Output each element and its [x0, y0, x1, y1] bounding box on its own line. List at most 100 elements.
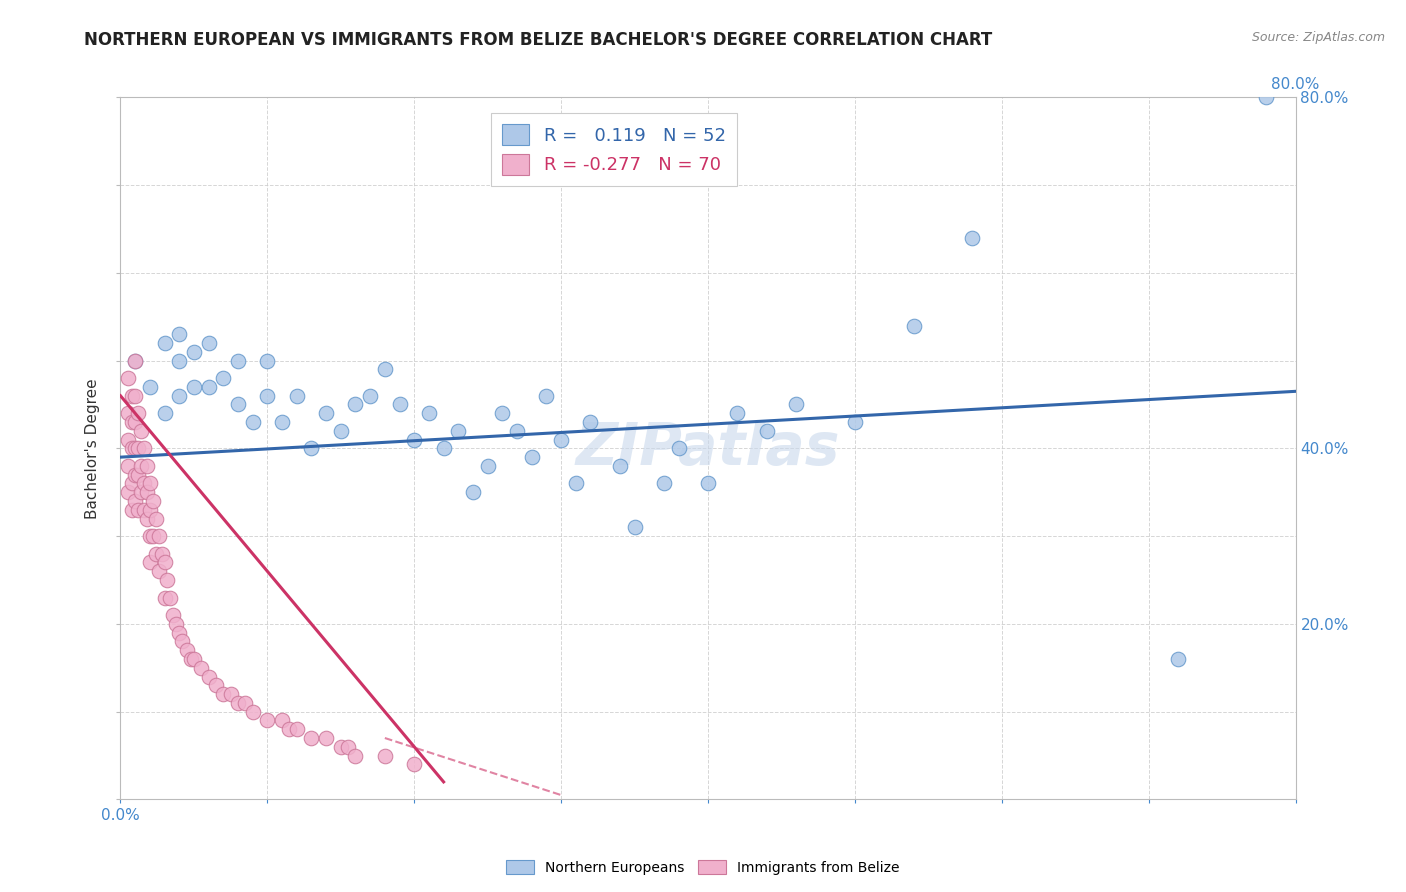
Text: Source: ZipAtlas.com: Source: ZipAtlas.com — [1251, 31, 1385, 45]
Point — [153, 336, 176, 351]
Point — [148, 529, 170, 543]
Point — [623, 520, 645, 534]
Point — [124, 467, 146, 482]
Point — [183, 380, 205, 394]
Point — [124, 389, 146, 403]
Point — [226, 397, 249, 411]
Point — [404, 757, 426, 772]
Point — [180, 652, 202, 666]
Point — [1256, 90, 1278, 104]
Point — [506, 424, 529, 438]
Point — [132, 442, 155, 456]
Point — [139, 529, 162, 543]
Point — [145, 511, 167, 525]
Point — [285, 723, 308, 737]
Point — [609, 458, 631, 473]
Point — [329, 424, 352, 438]
Point — [132, 503, 155, 517]
Point — [148, 564, 170, 578]
Point — [127, 406, 149, 420]
Point — [135, 485, 157, 500]
Point — [121, 389, 143, 403]
Point — [785, 397, 807, 411]
Point — [652, 476, 675, 491]
Point — [329, 739, 352, 754]
Point — [226, 353, 249, 368]
Point — [142, 494, 165, 508]
Point — [124, 442, 146, 456]
Point — [359, 389, 381, 403]
Point — [461, 485, 484, 500]
Point — [197, 336, 219, 351]
Point — [477, 458, 499, 473]
Point — [668, 442, 690, 456]
Point — [418, 406, 440, 420]
Point — [176, 643, 198, 657]
Y-axis label: Bachelor's Degree: Bachelor's Degree — [86, 378, 100, 518]
Point — [117, 458, 139, 473]
Point — [278, 723, 301, 737]
Point — [153, 556, 176, 570]
Point — [337, 739, 360, 754]
Point — [159, 591, 181, 605]
Point — [117, 371, 139, 385]
Point — [124, 415, 146, 429]
Point — [315, 731, 337, 745]
Point — [124, 353, 146, 368]
Point — [903, 318, 925, 333]
Point — [139, 503, 162, 517]
Point — [190, 661, 212, 675]
Point — [121, 442, 143, 456]
Point — [299, 731, 322, 745]
Point — [374, 362, 396, 376]
Point — [1167, 652, 1189, 666]
Point — [153, 591, 176, 605]
Point — [124, 494, 146, 508]
Point — [256, 714, 278, 728]
Point — [162, 608, 184, 623]
Point — [135, 511, 157, 525]
Point — [156, 573, 179, 587]
Point — [536, 389, 558, 403]
Point — [315, 406, 337, 420]
Point — [127, 467, 149, 482]
Point — [127, 442, 149, 456]
Point — [197, 380, 219, 394]
Point — [127, 503, 149, 517]
Point — [844, 415, 866, 429]
Point — [242, 415, 264, 429]
Point — [129, 458, 152, 473]
Point — [404, 433, 426, 447]
Legend: Northern Europeans, Immigrants from Belize: Northern Europeans, Immigrants from Beli… — [501, 855, 905, 880]
Point — [129, 424, 152, 438]
Point — [183, 344, 205, 359]
Point — [135, 458, 157, 473]
Point — [697, 476, 720, 491]
Point — [344, 397, 367, 411]
Point — [142, 529, 165, 543]
Point — [129, 485, 152, 500]
Point — [205, 678, 228, 692]
Point — [121, 476, 143, 491]
Point — [433, 442, 456, 456]
Point — [755, 424, 778, 438]
Point — [153, 406, 176, 420]
Point — [139, 476, 162, 491]
Point — [183, 652, 205, 666]
Point — [150, 547, 173, 561]
Point — [145, 547, 167, 561]
Legend: R =   0.119   N = 52, R = -0.277   N = 70: R = 0.119 N = 52, R = -0.277 N = 70 — [492, 113, 737, 186]
Point — [121, 415, 143, 429]
Point — [197, 669, 219, 683]
Point — [299, 442, 322, 456]
Point — [242, 705, 264, 719]
Point — [117, 433, 139, 447]
Point — [226, 696, 249, 710]
Point — [139, 380, 162, 394]
Text: ZIPatlas: ZIPatlas — [576, 420, 841, 477]
Point — [256, 389, 278, 403]
Point — [447, 424, 470, 438]
Point — [271, 714, 294, 728]
Point — [579, 415, 602, 429]
Point — [167, 353, 190, 368]
